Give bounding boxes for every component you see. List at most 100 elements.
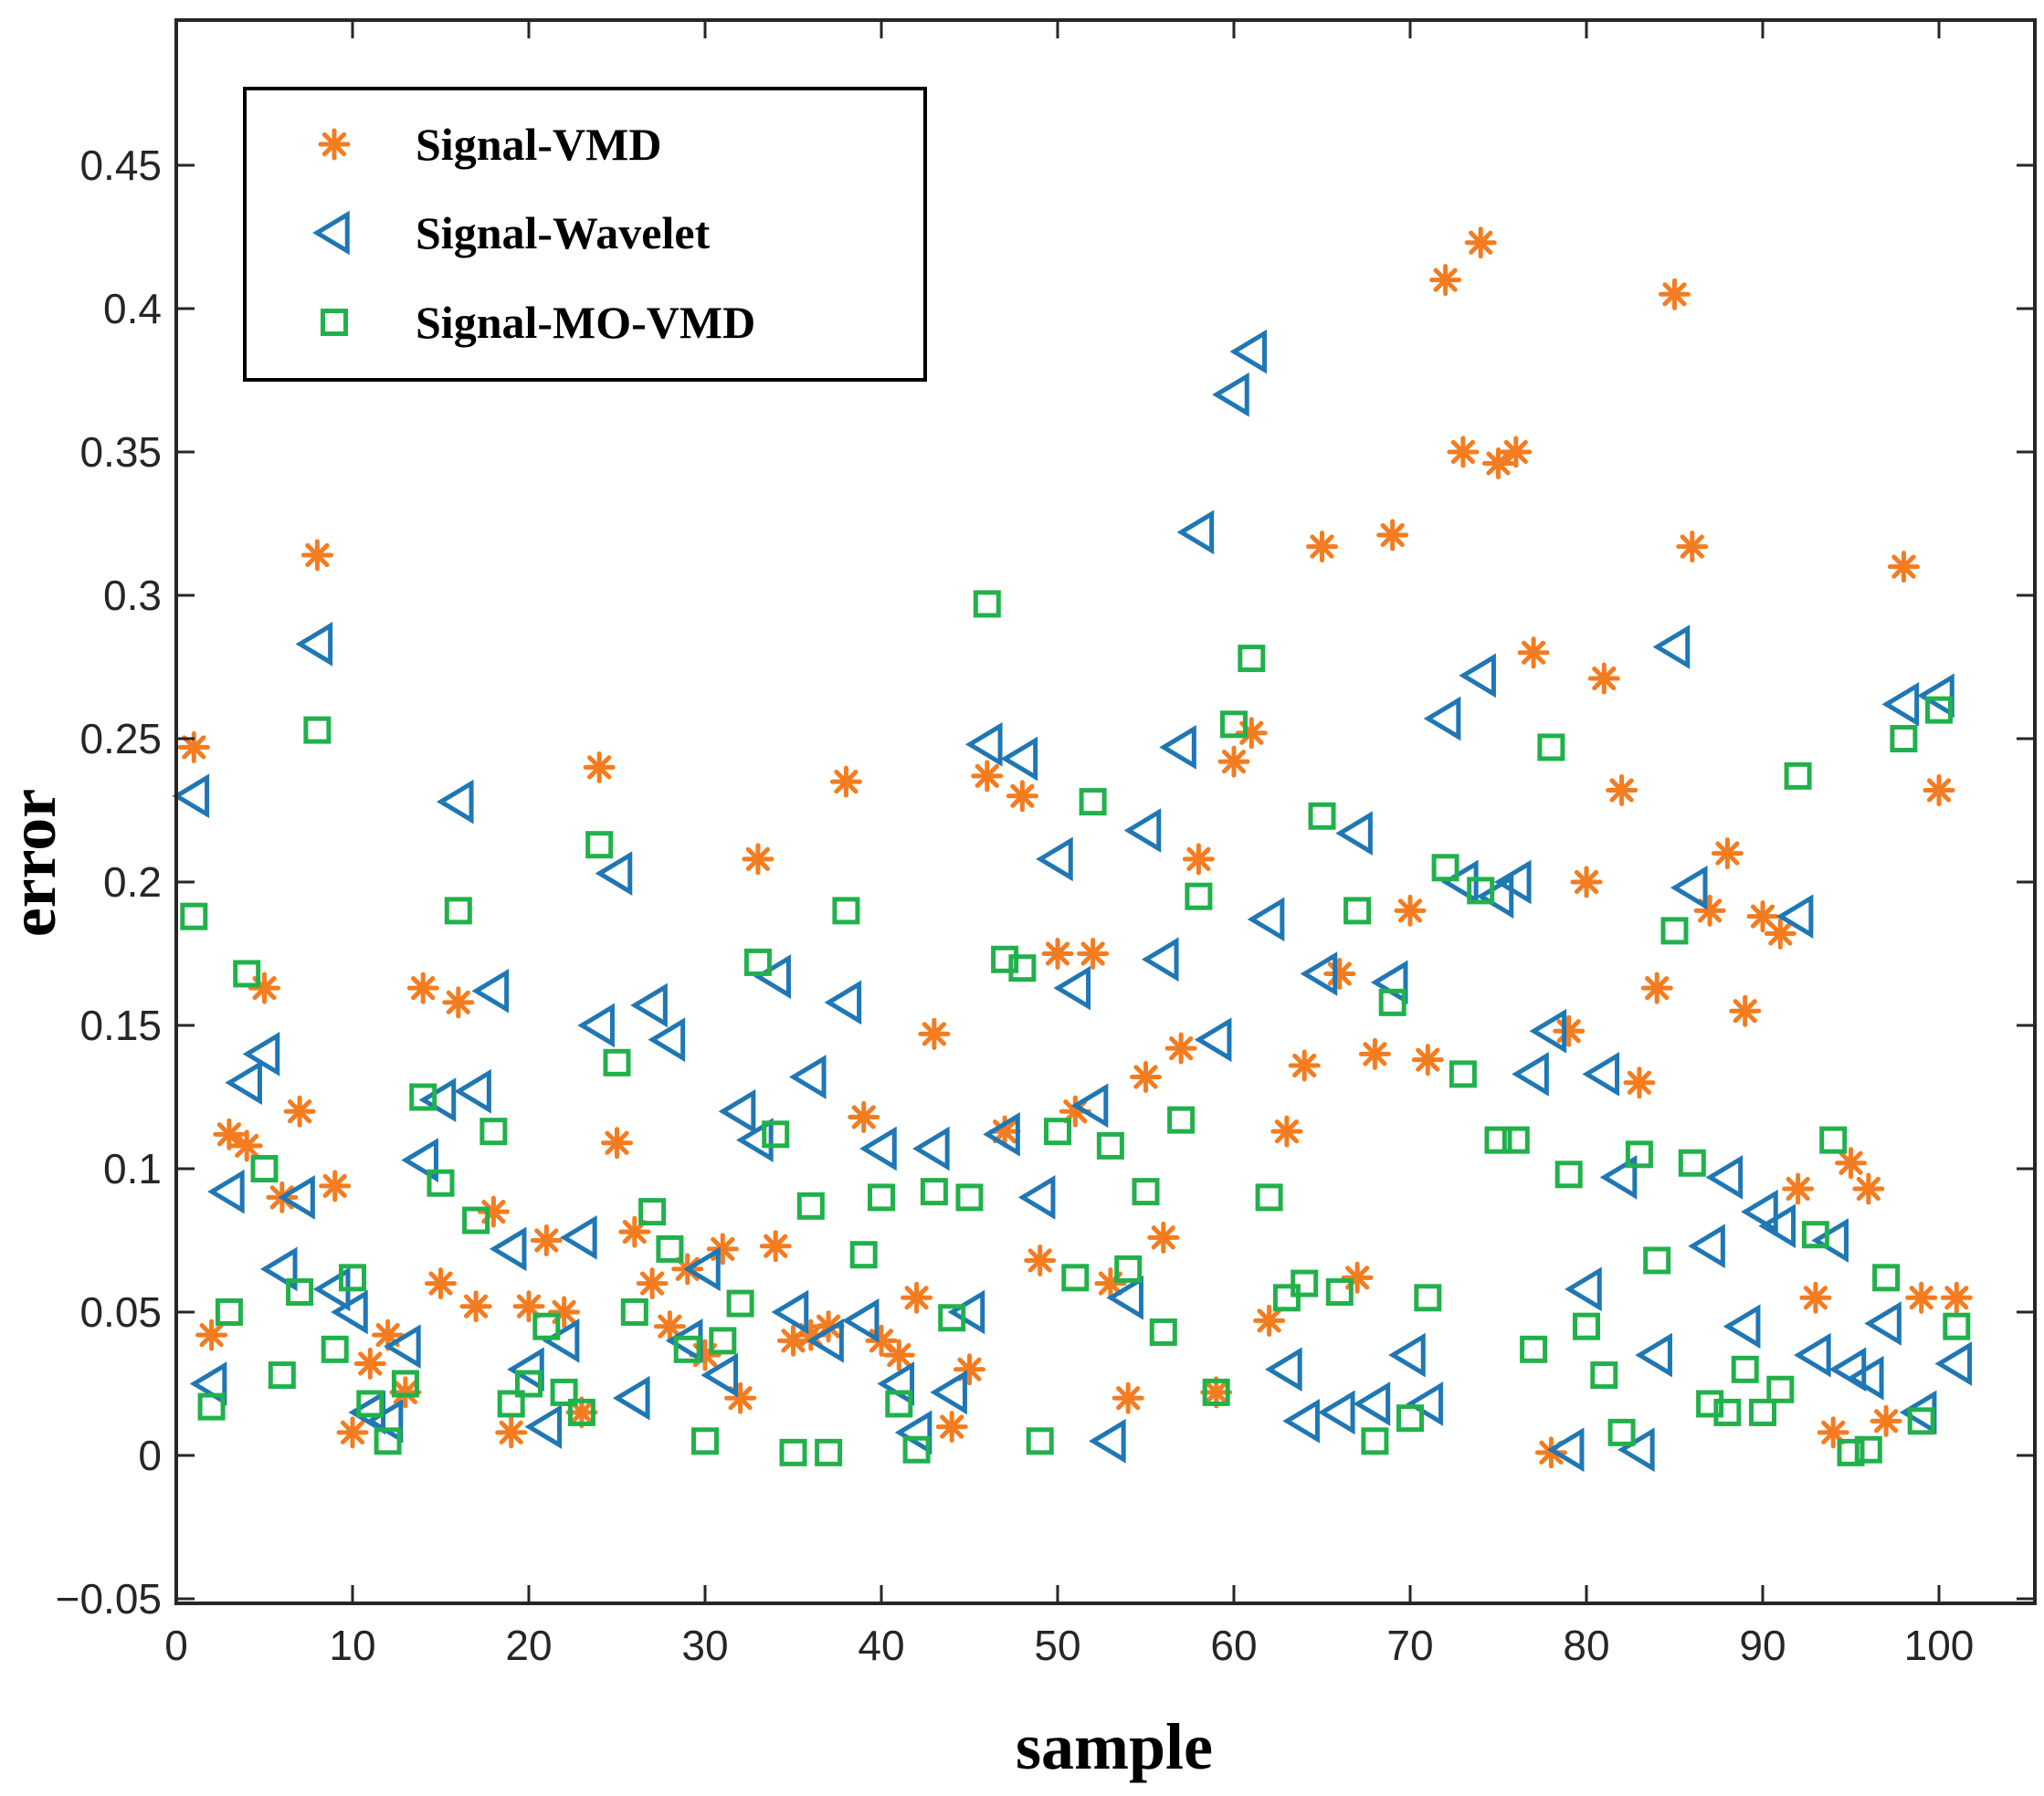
data-point bbox=[283, 1095, 316, 1128]
data-point bbox=[612, 1375, 650, 1421]
data-point bbox=[1414, 1284, 1442, 1312]
data-point bbox=[1308, 802, 1336, 830]
data-point bbox=[630, 982, 668, 1028]
data-point bbox=[1512, 1052, 1549, 1097]
data-point bbox=[1905, 1281, 1938, 1314]
y-axis: −0.05 0 0.05 0.1 0.15 0.2 0.25 0.3 0.35 0.4 0.45 bbox=[56, 142, 2035, 1623]
data-point bbox=[1291, 1269, 1319, 1297]
data-point bbox=[215, 1298, 243, 1326]
data-point bbox=[726, 1289, 754, 1318]
data-point bbox=[653, 1310, 686, 1343]
y-tick-label: −0.05 bbox=[56, 1575, 162, 1623]
data-point bbox=[1194, 1017, 1232, 1063]
data-point bbox=[1431, 854, 1459, 882]
data-point bbox=[436, 779, 474, 824]
data-point bbox=[401, 1138, 438, 1182]
x-tick-label: 20 bbox=[505, 1622, 552, 1669]
data-point bbox=[197, 1392, 226, 1421]
y-axis-title: error bbox=[0, 789, 69, 938]
data-point bbox=[1587, 662, 1620, 695]
data-point bbox=[1394, 894, 1427, 927]
data-point bbox=[567, 1398, 595, 1426]
data-point bbox=[1943, 1312, 1971, 1340]
data-point bbox=[1106, 1275, 1143, 1320]
data-point bbox=[1212, 372, 1249, 417]
data-point bbox=[1501, 1126, 1530, 1154]
data-point bbox=[1406, 1381, 1444, 1426]
data-point bbox=[1182, 843, 1215, 876]
legend-item: Signal-Wavelet bbox=[312, 207, 711, 258]
data-point bbox=[1940, 1281, 1973, 1314]
data-point bbox=[1493, 859, 1532, 905]
data-point bbox=[180, 902, 208, 930]
data-point bbox=[425, 1267, 457, 1300]
y-tick-label: 0.05 bbox=[79, 1288, 162, 1336]
data-point bbox=[1159, 725, 1196, 770]
data-point bbox=[1565, 1266, 1602, 1312]
data-point bbox=[991, 945, 1019, 973]
data-point bbox=[1300, 951, 1338, 996]
data-point bbox=[1643, 1246, 1671, 1275]
data-point bbox=[1934, 1341, 1973, 1386]
data-point bbox=[1358, 1037, 1391, 1070]
legend-item: Signal-MO-VMD bbox=[321, 297, 755, 348]
data-point bbox=[207, 1169, 245, 1214]
data-point bbox=[920, 1178, 948, 1206]
data-point bbox=[1811, 1218, 1849, 1263]
data-point bbox=[259, 1246, 298, 1292]
data-point bbox=[1026, 1427, 1054, 1455]
data-point bbox=[930, 1370, 967, 1415]
data-point bbox=[1341, 1261, 1374, 1294]
data-point bbox=[1617, 1427, 1655, 1473]
data-point bbox=[497, 1390, 525, 1418]
data-point bbox=[1217, 745, 1250, 778]
data-point bbox=[824, 980, 862, 1025]
data-point bbox=[1041, 938, 1074, 970]
data-point bbox=[829, 765, 862, 798]
x-axis: 0 10 20 30 40 50 60 70 80 90 100 bbox=[164, 20, 1974, 1669]
data-point bbox=[1846, 1355, 1884, 1401]
data-point bbox=[303, 716, 332, 744]
data-point bbox=[1881, 681, 1920, 727]
data-point bbox=[1590, 1361, 1618, 1390]
data-point bbox=[1799, 1281, 1832, 1314]
legend: Signal-VMD Signal-Wavelet Signal-MO-VMD bbox=[243, 87, 927, 382]
data-point bbox=[1723, 1304, 1761, 1350]
data-point bbox=[859, 1126, 897, 1171]
data-point bbox=[1713, 1398, 1742, 1426]
data-point bbox=[709, 1327, 737, 1355]
data-point bbox=[225, 1060, 262, 1106]
data-point bbox=[427, 1169, 455, 1197]
data-point bbox=[779, 1438, 807, 1466]
legend-marker bbox=[312, 210, 350, 256]
data-point bbox=[1164, 1032, 1197, 1065]
data-point bbox=[1890, 725, 1918, 752]
data-point bbox=[1606, 774, 1638, 807]
data-point bbox=[601, 1127, 633, 1160]
x-tick-label: 30 bbox=[681, 1622, 728, 1669]
data-point bbox=[1265, 1347, 1302, 1392]
data-point bbox=[1711, 837, 1744, 870]
x-tick-label: 100 bbox=[1904, 1622, 1975, 1669]
data-point bbox=[894, 1410, 932, 1455]
data-point bbox=[964, 721, 1003, 767]
data-point bbox=[248, 972, 280, 1004]
data-point bbox=[1167, 1106, 1196, 1134]
data-point bbox=[718, 1088, 756, 1134]
data-point bbox=[603, 1048, 631, 1077]
data-point bbox=[1731, 1355, 1759, 1383]
data-point bbox=[656, 1234, 684, 1263]
data-point bbox=[356, 1390, 385, 1418]
data-point bbox=[1132, 1178, 1160, 1206]
data-point bbox=[1361, 1427, 1389, 1455]
data-point bbox=[353, 1348, 386, 1381]
data-point bbox=[1006, 780, 1038, 813]
data-point bbox=[532, 1312, 561, 1340]
data-point bbox=[515, 1370, 543, 1398]
data-point bbox=[1070, 1083, 1109, 1129]
data-point bbox=[507, 1347, 544, 1392]
data-point bbox=[1659, 278, 1691, 310]
plot-frame bbox=[174, 18, 2037, 1605]
data-point bbox=[1053, 965, 1091, 1011]
data-point bbox=[1801, 1221, 1829, 1249]
